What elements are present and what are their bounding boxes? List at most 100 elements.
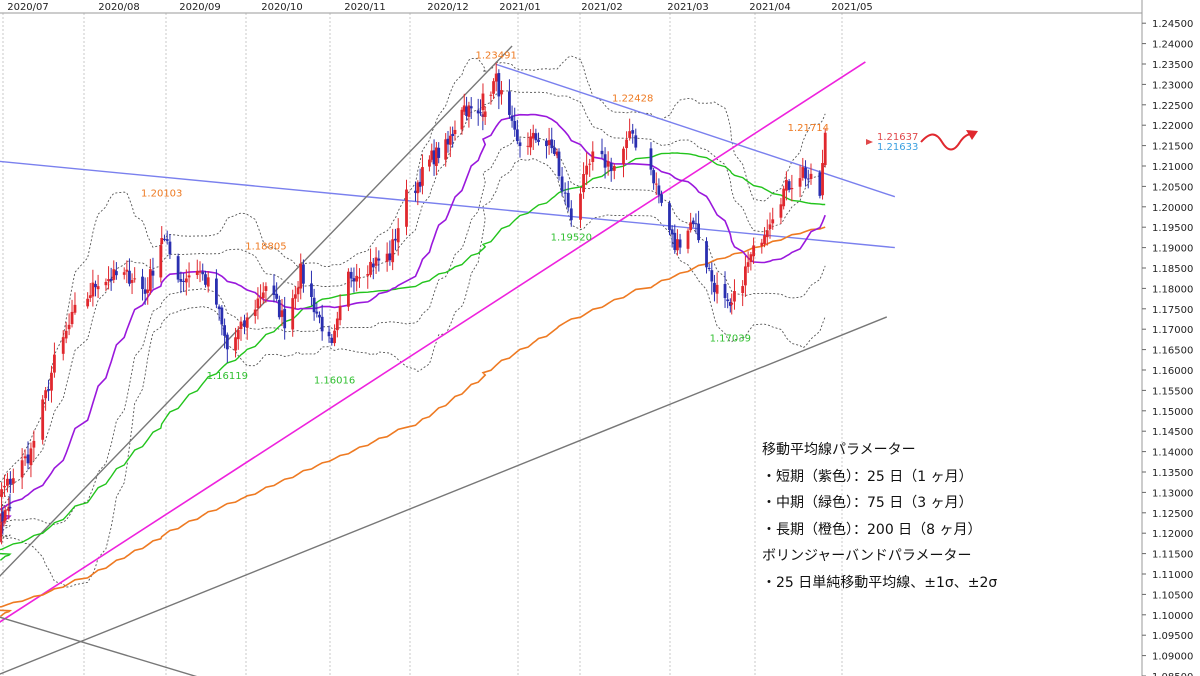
- candle-body: [374, 257, 378, 266]
- price-label-1.16016: 1.16016: [314, 375, 355, 386]
- candle-body: [628, 131, 632, 138]
- candle-body: [555, 151, 559, 156]
- candle-body: [107, 279, 110, 282]
- candle-body: [47, 389, 50, 391]
- candle-body: [11, 478, 15, 484]
- candle-body: [508, 91, 511, 115]
- y-tick-label: 1.09500: [1152, 631, 1193, 642]
- candle-body: [122, 272, 126, 275]
- y-tick-label: 1.22000: [1152, 121, 1193, 132]
- candle-body: [8, 478, 12, 485]
- candle-body: [676, 239, 679, 251]
- candle-body: [448, 135, 452, 145]
- candle-body: [41, 399, 45, 440]
- candle-body: [302, 264, 305, 284]
- candle-body: [50, 372, 53, 391]
- price-label-1.22428: 1.22428: [612, 94, 653, 105]
- candle-body: [787, 181, 791, 190]
- candle-body: [94, 283, 97, 288]
- candle-body: [163, 238, 166, 240]
- candle-body: [330, 337, 334, 344]
- y-tick-label: 1.21000: [1152, 162, 1193, 173]
- trend-line-3: [0, 45, 513, 577]
- candle-body: [352, 278, 356, 282]
- legend-bollinger-title: ボリンジャーバンドパラメーター: [762, 548, 972, 564]
- x-axis-ticks: 2020/07 2020/08 2020/09 2020/10 2020/11 2020/…: [7, 2, 873, 13]
- candle-body: [806, 178, 810, 180]
- candle-body: [634, 135, 638, 148]
- candle-body: [689, 222, 693, 231]
- candle-body: [782, 188, 786, 207]
- candle-body: [256, 298, 260, 309]
- y-tick-label: 1.13500: [1152, 468, 1193, 479]
- candle-body: [391, 239, 395, 263]
- candle-body: [114, 271, 118, 276]
- candle-body: [446, 138, 450, 145]
- candle-body: [277, 299, 281, 318]
- candle-body: [585, 165, 589, 175]
- y-tick-label: 1.11000: [1152, 570, 1193, 581]
- candle-body: [414, 190, 417, 193]
- candle-body: [785, 179, 788, 191]
- candle-body: [434, 147, 438, 166]
- candle-body: [236, 330, 240, 340]
- y-tick-label: 1.14500: [1152, 427, 1193, 438]
- candle-body: [600, 150, 604, 155]
- y-tick-label: 1.21500: [1152, 142, 1193, 153]
- candle-body: [312, 297, 316, 313]
- candle-body: [73, 304, 77, 313]
- candle-body: [481, 93, 485, 111]
- y-tick-label: 1.12500: [1152, 509, 1193, 520]
- candle-body: [537, 139, 540, 142]
- trend-line-1: [0, 160, 895, 249]
- y-tick-label: 1.18500: [1152, 264, 1193, 275]
- trend-lines: [0, 45, 896, 676]
- candle-body: [494, 73, 498, 82]
- y-tick-label: 1.10000: [1152, 611, 1193, 622]
- month-gridlines: [2, 13, 843, 676]
- candle-body: [8, 507, 12, 509]
- x-tick-label: 2020/12: [427, 2, 469, 13]
- candle-body: [293, 294, 297, 299]
- candle-body: [515, 129, 519, 142]
- candle-body: [67, 324, 71, 330]
- candle-body: [741, 286, 745, 294]
- candle-body: [622, 148, 625, 165]
- candle-body: [338, 305, 342, 321]
- bollinger-lower-2sigma: [0, 158, 826, 588]
- candle-body: [220, 307, 224, 325]
- current-price-label-1: 1.21633: [877, 142, 918, 153]
- candle-body: [550, 139, 554, 149]
- trend-line-5: [0, 616, 198, 676]
- candle-body: [6, 478, 9, 486]
- candle-body: [809, 173, 813, 179]
- y-tick-label: 1.09000: [1152, 652, 1193, 663]
- candle-body: [479, 112, 482, 114]
- price-label-1.20103: 1.20103: [141, 189, 182, 200]
- candle-body: [421, 167, 424, 186]
- candle-body: [333, 330, 336, 344]
- legend-item-long-ma: ・長期（橙色）：200 日（8 ヶ月）: [762, 521, 982, 538]
- y-tick-label: 1.22500: [1152, 101, 1193, 112]
- candle-body: [746, 262, 750, 267]
- candles: [0, 62, 827, 545]
- candle-body: [430, 150, 434, 160]
- candle-body: [453, 129, 457, 135]
- candle-body: [182, 280, 185, 282]
- candle-body: [0, 489, 3, 498]
- candle-body: [823, 132, 827, 166]
- candle-body: [23, 456, 27, 459]
- candle-body: [513, 120, 517, 130]
- candle-body: [261, 292, 265, 299]
- x-tick-label: 2021/02: [581, 2, 623, 13]
- candle-body: [552, 147, 556, 154]
- candle-body: [579, 193, 582, 220]
- candle-body: [125, 269, 129, 272]
- y-tick-label: 1.17500: [1152, 305, 1193, 316]
- candle-body: [660, 194, 663, 203]
- x-tick-label: 2020/11: [344, 2, 386, 13]
- candle-body: [347, 271, 350, 307]
- legend-item-bollinger: ・25 日単純移動平均線、±1σ、±2σ: [762, 574, 998, 591]
- y-tick-label: 1.23000: [1152, 80, 1193, 91]
